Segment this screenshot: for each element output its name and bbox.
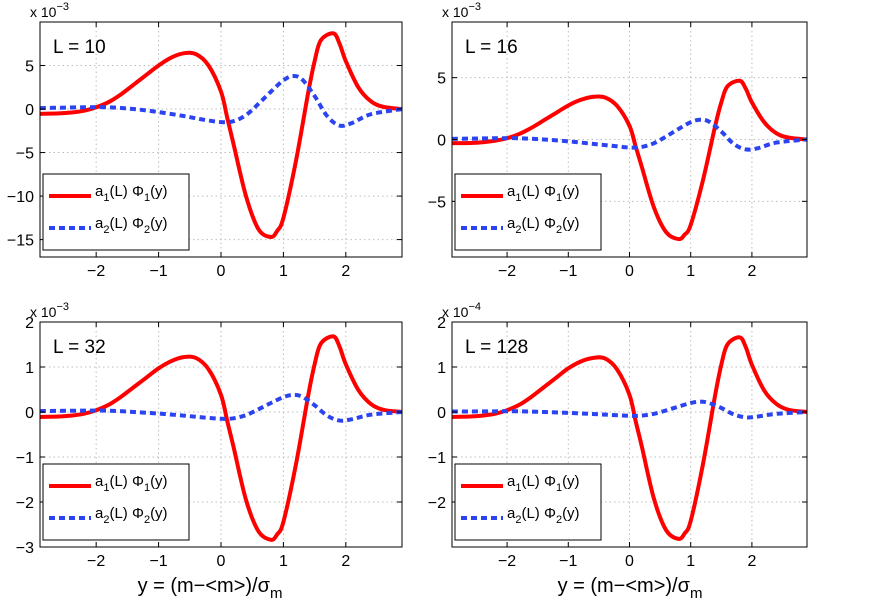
legend-label-a1-phi1: a1(L) Φ1(y) xyxy=(95,183,168,204)
series-line-a1-phi1 xyxy=(40,334,402,542)
legend-box xyxy=(454,173,602,251)
legend-box xyxy=(42,173,190,251)
x-tick-label: 0 xyxy=(217,553,226,570)
y-tick-label: 1 xyxy=(25,360,34,377)
series-line-a2-phi2 xyxy=(452,117,807,152)
x-tick-label: 2 xyxy=(747,553,756,570)
legend-label-a2-phi2: a2(L) Φ2(y) xyxy=(95,505,168,526)
legend-label-a1-phi1: a1(L) Φ1(y) xyxy=(95,473,168,494)
y-tick-label: −10 xyxy=(7,189,34,206)
x-tick-label: 2 xyxy=(341,553,350,570)
series-line-a1-phi1 xyxy=(452,78,807,242)
x-tick-label: −2 xyxy=(87,553,105,570)
y-tick-label: 5 xyxy=(25,59,34,76)
series-line-a2-phi2 xyxy=(452,399,807,420)
y-tick-label: −1 xyxy=(16,450,34,467)
y-tick-label: −5 xyxy=(16,146,34,163)
x-tick-label: −1 xyxy=(559,553,577,570)
y-tick-label: −1 xyxy=(428,450,446,467)
y-tick-label: 5 xyxy=(437,71,446,88)
y-exponent-label: x 10−3 xyxy=(30,301,69,320)
panel-annotation: L = 32 xyxy=(53,337,106,358)
y-tick-label: 0 xyxy=(25,405,34,422)
x-tick-label: 2 xyxy=(341,263,350,280)
legend-box xyxy=(42,463,190,541)
x-tick-label: −2 xyxy=(87,263,105,280)
y-tick-label: 2 xyxy=(25,315,34,332)
y-tick-label: 0 xyxy=(437,133,446,150)
x-axis-label-right: y = (m−<m>)/σm xyxy=(558,575,703,602)
x-tick-label: 2 xyxy=(747,263,756,280)
x-tick-label: −1 xyxy=(149,553,167,570)
y-exponent-label: x 10−3 xyxy=(442,1,481,20)
series-line-a1-phi1 xyxy=(452,335,807,541)
y-tick-label: −2 xyxy=(428,495,446,512)
panel-annotation: L = 128 xyxy=(465,337,528,358)
series-line-a1-phi1 xyxy=(40,31,402,239)
y-tick-label: 1 xyxy=(437,360,446,377)
y-tick-label: 0 xyxy=(437,405,446,422)
y-tick-label: −5 xyxy=(428,194,446,211)
y-exponent-label: x 10−3 xyxy=(30,1,69,20)
series-line-a2-phi2 xyxy=(40,73,402,128)
legend-label-a2-phi2: a2(L) Φ2(y) xyxy=(95,215,168,236)
panel-annotation: L = 10 xyxy=(53,37,106,58)
series-line-a2-phi2 xyxy=(40,392,402,423)
x-tick-label: 1 xyxy=(686,263,695,280)
x-axis-label-left: y = (m−<m>)/σm xyxy=(138,575,283,602)
x-tick-label: 1 xyxy=(279,553,288,570)
y-tick-label: 0 xyxy=(25,102,34,119)
panel-l16: −2 −1 0 1 2 −5 0 5 x 10−3 L = 16 a1(L) Φ1(y) a2(L) … xyxy=(428,1,808,280)
y-exponent-label: x 10−4 xyxy=(442,301,481,320)
y-tick-label: −15 xyxy=(7,233,34,250)
x-tick-label: 0 xyxy=(625,263,634,280)
legend-label-a1-phi1: a1(L) Φ1(y) xyxy=(507,473,580,494)
x-tick-label: 0 xyxy=(625,553,634,570)
legend-label-a1-phi1: a1(L) Φ1(y) xyxy=(507,183,580,204)
legend-box xyxy=(454,463,602,541)
y-tick-label: −3 xyxy=(16,540,34,557)
x-tick-label: 1 xyxy=(686,553,695,570)
y-tick-label: 2 xyxy=(437,315,446,332)
x-tick-label: −1 xyxy=(149,263,167,280)
x-tick-label: 1 xyxy=(279,263,288,280)
x-tick-label: −1 xyxy=(559,263,577,280)
x-tick-label: −2 xyxy=(498,263,516,280)
x-tick-label: −2 xyxy=(498,553,516,570)
x-tick-label: 0 xyxy=(217,263,226,280)
legend-label-a2-phi2: a2(L) Φ2(y) xyxy=(507,215,580,236)
panel-annotation: L = 16 xyxy=(465,37,518,58)
legend-label-a2-phi2: a2(L) Φ2(y) xyxy=(507,505,580,526)
y-tick-label: −2 xyxy=(16,495,34,512)
